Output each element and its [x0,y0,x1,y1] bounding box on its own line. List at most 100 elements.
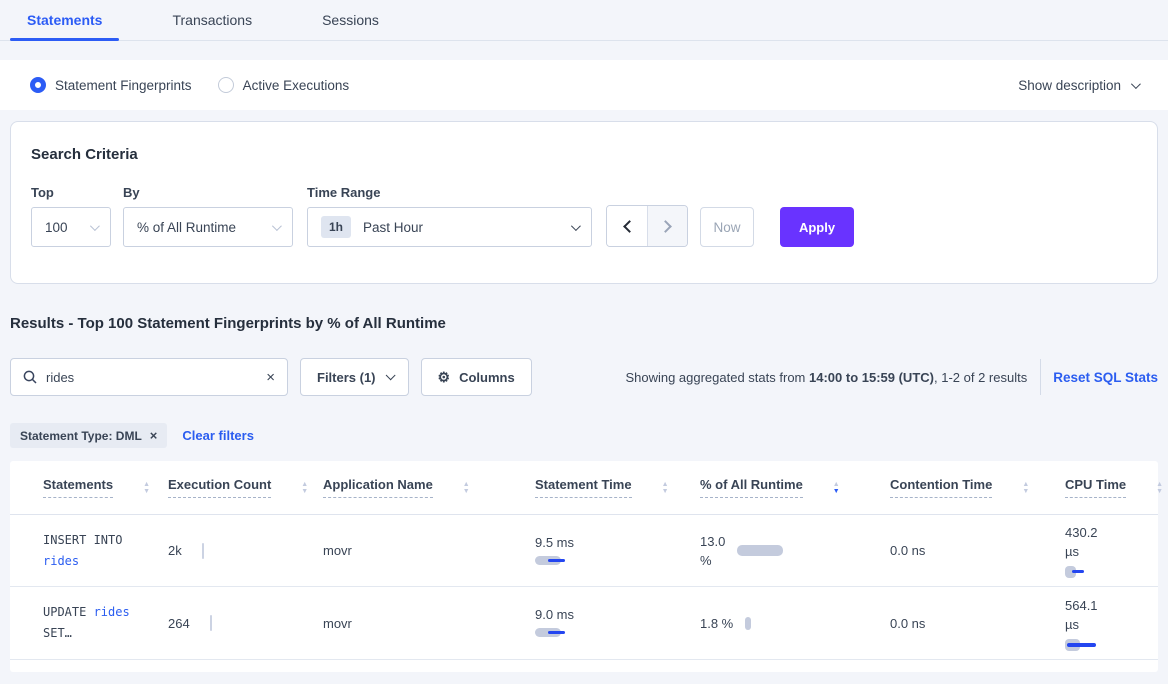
column-header-contention-time[interactable]: Contention Time ▲ ▼ [890,477,1065,498]
tab-transactions[interactable]: Transactions [172,12,253,28]
contention-time-cell: 0.0 ns [890,615,926,631]
results-status-area: Showing aggregated stats from 14:00 to 1… [625,359,1158,395]
cpu-time-bar [1065,566,1095,578]
show-description-toggle[interactable]: Show description [1018,77,1141,93]
time-range-label: Time Range [307,185,381,200]
radio-active-executions[interactable]: Active Executions [217,77,350,93]
chevron-left-icon [622,219,636,233]
application-name-cell: movr [323,615,352,631]
statement-time-bar [535,555,595,567]
tab-sessions[interactable]: Sessions [322,12,379,28]
cpu-time-cell: 430.2 µs [1065,523,1158,578]
time-step-arrows [606,205,688,247]
columns-label: Columns [459,369,515,385]
results-searchbox: × [10,358,288,396]
sql-activity-tabbar: Statements Transactions Sessions [0,0,1168,41]
column-header-percent-of-all-runtime[interactable]: % of All Runtime ▲ ▼ [700,477,890,498]
results-status-text: Showing aggregated stats from 14:00 to 1… [625,369,1028,385]
filters-label: Filters (1) [317,369,376,385]
sort-icon[interactable]: ▲ ▼ [301,480,309,495]
radio-label: Statement Fingerprints [55,77,192,93]
remove-filter-icon[interactable]: × [149,428,158,443]
time-range-value: Past Hour [363,219,424,235]
sort-icon-active-desc[interactable]: ▲ ▼ [832,480,840,495]
filter-chip-row: Statement Type: DML × Clear filters [10,423,1158,448]
apply-button[interactable]: Apply [780,207,854,247]
statement-fingerprint-cell[interactable]: UPDATE rides SET… [43,605,130,640]
chevron-right-icon [659,219,672,233]
table-row[interactable]: UPDATE rides SET… 264 movr 9.0 ms 1.8 % 0… [10,587,1158,660]
cpu-time-cell: 564.1 µs [1065,596,1158,651]
sort-icon[interactable]: ▲ ▼ [1022,480,1030,495]
search-criteria-controls: Top 100 By % of All Runtime Time Range 1… [31,185,1137,247]
radio-selected-icon [30,77,46,93]
column-header-cpu-time[interactable]: CPU Time ▲ ▼ [1065,477,1163,498]
search-input[interactable] [46,369,267,385]
runtime-percent-bar [737,545,784,556]
search-icon [23,370,37,384]
now-button[interactable]: Now [700,207,754,247]
time-range-select[interactable]: 1h Past Hour [307,207,592,247]
column-header-statements[interactable]: Statements ▲ ▼ [43,477,168,498]
view-mode-bar: Statement Fingerprints Active Executions… [0,60,1168,110]
statement-fingerprint-cell[interactable]: INSERT INTO rides [43,532,123,568]
radio-unselected-icon [217,77,234,93]
search-criteria-card: Search Criteria Top 100 By % of All Runt… [10,121,1158,284]
previous-time-button[interactable] [607,206,647,246]
search-criteria-title: Search Criteria [31,146,138,163]
table-header-row: Statements ▲ ▼ Execution Count ▲ ▼ Applica… [10,461,1163,515]
execution-count-bar [201,542,204,559]
runtime-percent-bar [745,616,752,630]
reset-sql-stats-link[interactable]: Reset SQL Stats [1053,369,1158,385]
by-label: By [123,185,140,200]
by-select-value: % of All Runtime [137,219,237,235]
vertical-divider [1040,359,1042,395]
sort-icon[interactable]: ▲ ▼ [462,480,470,495]
sort-icon[interactable]: ▲ ▼ [1156,480,1164,495]
view-mode-radio-group: Statement Fingerprints Active Executions [30,77,349,93]
filter-chip-label: Statement Type: DML [20,428,142,443]
statement-time-cell: 9.5 ms [535,535,700,567]
columns-button[interactable]: ⚙ Columns [420,358,532,396]
cpu-time-bar [1065,638,1111,651]
top-label: Top [31,185,54,200]
results-heading: Results - Top 100 Statement Fingerprints… [10,315,446,332]
clear-filters-link[interactable]: Clear filters [182,428,254,443]
chevron-down-icon [89,220,100,231]
chevron-down-icon [570,220,581,231]
statements-table: Statements ▲ ▼ Execution Count ▲ ▼ Applica… [10,461,1163,672]
application-name-cell: movr [323,543,352,558]
column-header-execution-count[interactable]: Execution Count ▲ ▼ [168,477,323,498]
execution-count-cell: 2k [168,542,323,559]
top-select[interactable]: 100 [31,207,111,247]
column-header-application-name[interactable]: Application Name ▲ ▼ [323,477,535,498]
statement-time-cell: 9.0 ms [535,607,700,639]
runtime-percent-cell: 1.8 % [700,616,890,631]
chevron-down-icon [271,220,282,231]
results-controls-row: × Filters (1) ⚙ Columns Showing aggregat… [10,358,1158,396]
gear-icon: ⚙ [437,368,451,385]
sort-icon[interactable]: ▲ ▼ [143,480,151,495]
radio-statement-fingerprints[interactable]: Statement Fingerprints [30,77,192,93]
tab-statements[interactable]: Statements [10,0,120,41]
sort-icon[interactable]: ▲ ▼ [661,480,669,495]
radio-label: Active Executions [242,77,350,93]
chevron-down-icon [385,369,396,380]
by-select[interactable]: % of All Runtime [123,207,293,247]
execution-count-cell: 264 [168,615,323,631]
time-range-badge: 1h [321,216,352,238]
column-header-statement-time[interactable]: Statement Time ▲ ▼ [535,477,700,498]
show-description-label: Show description [1018,77,1121,93]
next-time-button[interactable] [647,206,687,246]
chevron-down-icon [1130,78,1141,89]
statement-link[interactable]: rides [43,553,80,568]
statement-link[interactable]: rides [93,605,130,619]
by-field: By % of All Runtime [123,185,293,247]
filter-chip-statement-type[interactable]: Statement Type: DML × [10,423,168,448]
execution-count-bar [209,615,212,631]
top-field: Top 100 [31,185,111,247]
time-range-field: Time Range 1h Past Hour [307,185,592,247]
filters-button[interactable]: Filters (1) [300,358,409,396]
clear-search-icon[interactable]: × [266,368,275,386]
table-row[interactable]: INSERT INTO rides 2k movr 9.5 ms 13.0% 0.… [10,515,1158,587]
